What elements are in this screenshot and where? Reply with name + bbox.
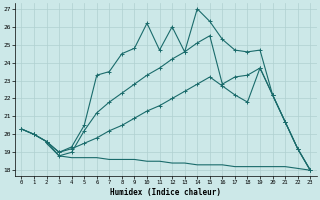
X-axis label: Humidex (Indice chaleur): Humidex (Indice chaleur) bbox=[110, 188, 221, 197]
